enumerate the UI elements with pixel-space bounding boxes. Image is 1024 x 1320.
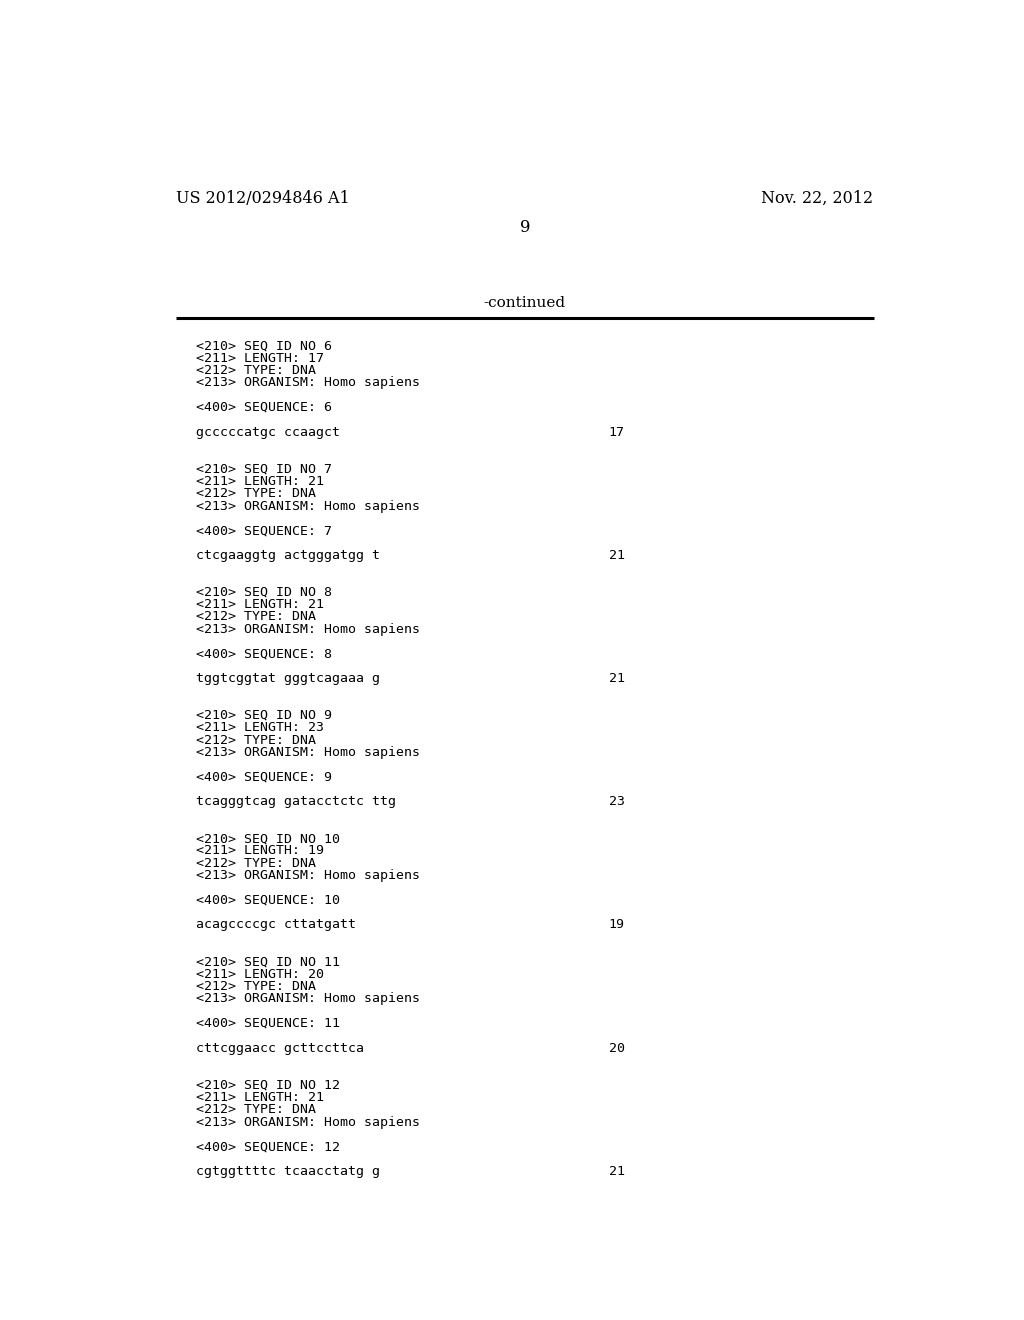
Text: <211> LENGTH: 17: <211> LENGTH: 17 [197,351,325,364]
Text: <213> ORGANISM: Homo sapiens: <213> ORGANISM: Homo sapiens [197,623,420,636]
Text: 9: 9 [519,219,530,236]
Text: <210> SEQ ID NO 8: <210> SEQ ID NO 8 [197,586,332,599]
Text: Nov. 22, 2012: Nov. 22, 2012 [762,190,873,207]
Text: <211> LENGTH: 21: <211> LENGTH: 21 [197,598,325,611]
Text: <212> TYPE: DNA: <212> TYPE: DNA [197,979,316,993]
Text: <213> ORGANISM: Homo sapiens: <213> ORGANISM: Homo sapiens [197,869,420,882]
Text: US 2012/0294846 A1: US 2012/0294846 A1 [176,190,350,207]
Text: <212> TYPE: DNA: <212> TYPE: DNA [197,1104,316,1117]
Text: cgtggttttc tcaacctatg g: cgtggttttc tcaacctatg g [197,1164,380,1177]
Text: <210> SEQ ID NO 6: <210> SEQ ID NO 6 [197,339,332,352]
Text: <213> ORGANISM: Homo sapiens: <213> ORGANISM: Homo sapiens [197,1115,420,1129]
Text: 19: 19 [608,919,625,932]
Text: 21: 21 [608,549,625,562]
Text: 21: 21 [608,672,625,685]
Text: <211> LENGTH: 19: <211> LENGTH: 19 [197,845,325,858]
Text: <211> LENGTH: 23: <211> LENGTH: 23 [197,721,325,734]
Text: tggtcggtat gggtcagaaa g: tggtcggtat gggtcagaaa g [197,672,380,685]
Text: <212> TYPE: DNA: <212> TYPE: DNA [197,610,316,623]
Text: -continued: -continued [483,296,566,310]
Text: <212> TYPE: DNA: <212> TYPE: DNA [197,487,316,500]
Text: <212> TYPE: DNA: <212> TYPE: DNA [197,734,316,747]
Text: <212> TYPE: DNA: <212> TYPE: DNA [197,364,316,378]
Text: tcagggtcag gatacctctc ttg: tcagggtcag gatacctctc ttg [197,795,396,808]
Text: <211> LENGTH: 20: <211> LENGTH: 20 [197,968,325,981]
Text: <210> SEQ ID NO 9: <210> SEQ ID NO 9 [197,709,332,722]
Text: 20: 20 [608,1041,625,1055]
Text: <213> ORGANISM: Homo sapiens: <213> ORGANISM: Homo sapiens [197,746,420,759]
Text: ctcgaaggtg actgggatgg t: ctcgaaggtg actgggatgg t [197,549,380,562]
Text: acagccccgc cttatgatt: acagccccgc cttatgatt [197,919,356,932]
Text: <212> TYPE: DNA: <212> TYPE: DNA [197,857,316,870]
Text: 17: 17 [608,425,625,438]
Text: <211> LENGTH: 21: <211> LENGTH: 21 [197,1090,325,1104]
Text: <211> LENGTH: 21: <211> LENGTH: 21 [197,475,325,488]
Text: <400> SEQUENCE: 10: <400> SEQUENCE: 10 [197,894,340,907]
Text: <210> SEQ ID NO 12: <210> SEQ ID NO 12 [197,1078,340,1092]
Text: <213> ORGANISM: Homo sapiens: <213> ORGANISM: Homo sapiens [197,993,420,1006]
Text: <213> ORGANISM: Homo sapiens: <213> ORGANISM: Homo sapiens [197,376,420,389]
Text: <210> SEQ ID NO 7: <210> SEQ ID NO 7 [197,462,332,475]
Text: <400> SEQUENCE: 12: <400> SEQUENCE: 12 [197,1140,340,1154]
Text: gcccccatgc ccaagct: gcccccatgc ccaagct [197,425,340,438]
Text: cttcggaacc gcttccttca: cttcggaacc gcttccttca [197,1041,365,1055]
Text: <400> SEQUENCE: 11: <400> SEQUENCE: 11 [197,1016,340,1030]
Text: <400> SEQUENCE: 7: <400> SEQUENCE: 7 [197,524,332,537]
Text: <213> ORGANISM: Homo sapiens: <213> ORGANISM: Homo sapiens [197,499,420,512]
Text: <210> SEQ ID NO 10: <210> SEQ ID NO 10 [197,832,340,845]
Text: 21: 21 [608,1164,625,1177]
Text: <400> SEQUENCE: 6: <400> SEQUENCE: 6 [197,401,332,414]
Text: 23: 23 [608,795,625,808]
Text: <400> SEQUENCE: 9: <400> SEQUENCE: 9 [197,771,332,784]
Text: <400> SEQUENCE: 8: <400> SEQUENCE: 8 [197,647,332,660]
Text: <210> SEQ ID NO 11: <210> SEQ ID NO 11 [197,956,340,969]
